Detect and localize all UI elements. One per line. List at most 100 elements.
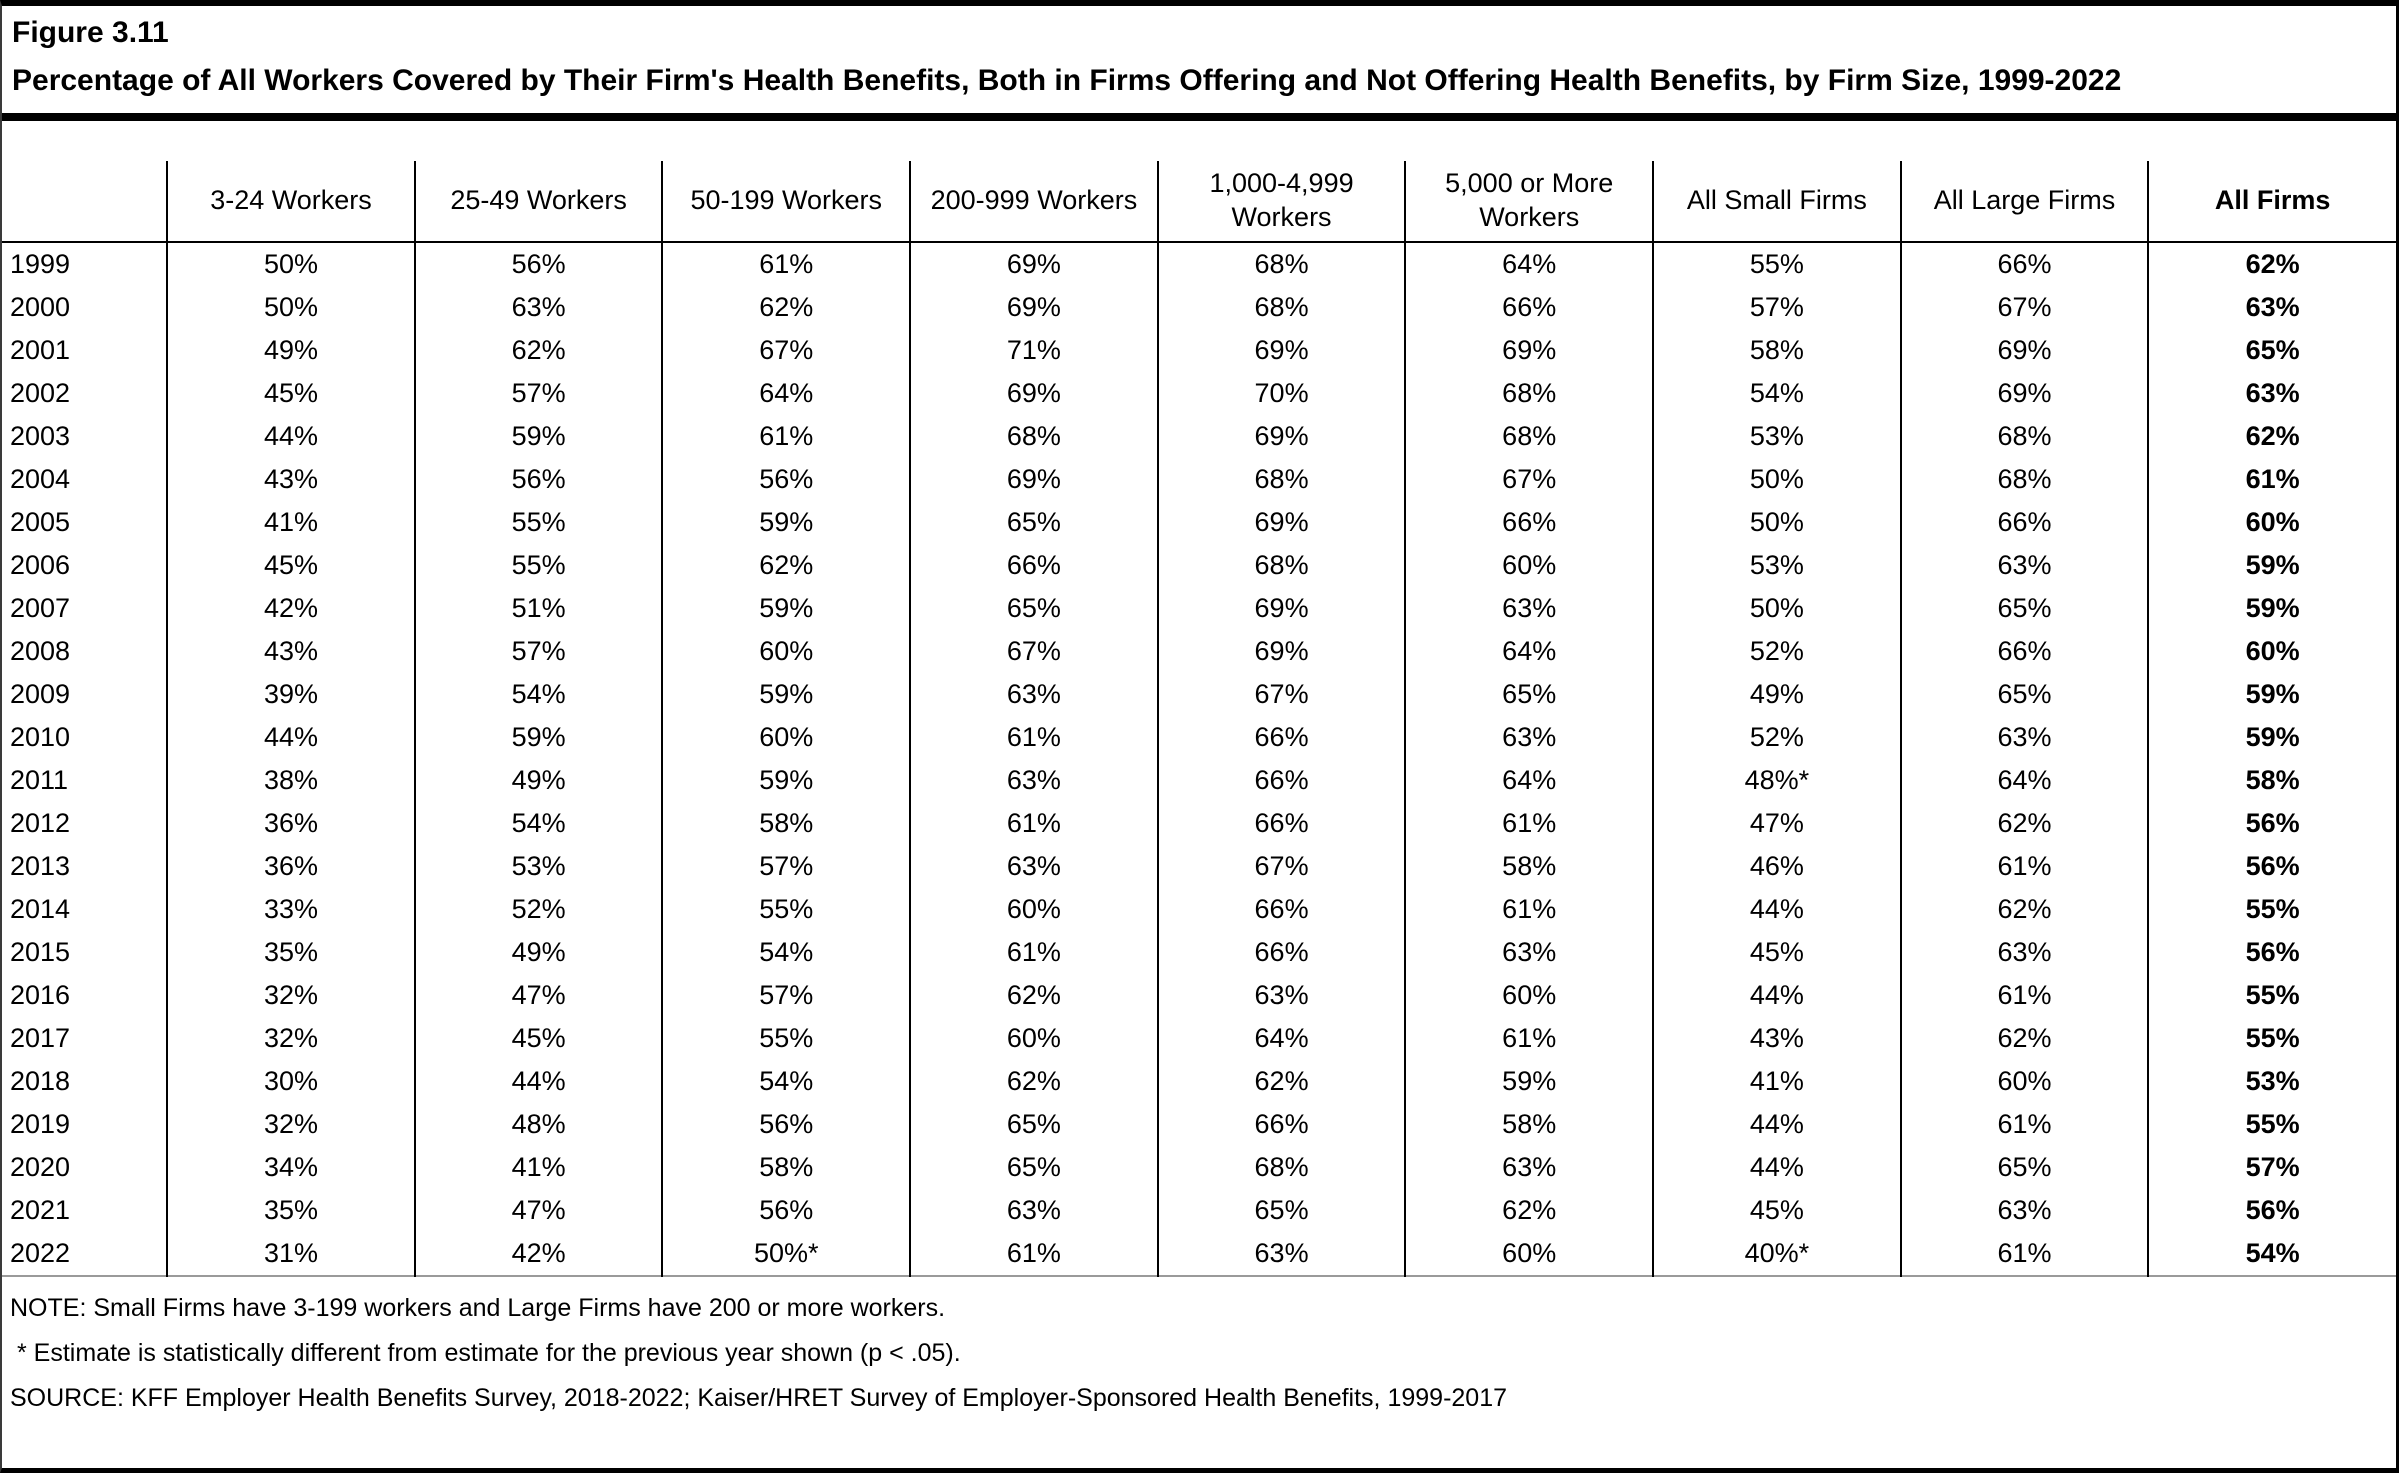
year-cell: 2020 (10, 1151, 71, 1182)
value-cell: 68% (909, 414, 1158, 458)
value-cell: 58% (661, 1145, 911, 1189)
value-cell: 62% (909, 973, 1158, 1017)
value-cell: 35% (166, 930, 415, 974)
value-cell: 49% (1652, 672, 1901, 716)
table-row: 2003 44% 59% 61% 68% 69% 68% 53% 68% 62% (2, 414, 2396, 458)
value-cell: 63% (2147, 285, 2396, 329)
value-cell: 66% (1899, 500, 2149, 544)
table-row: 2006 45% 55% 62% 66% 68% 60% 53% 63% 59% (2, 543, 2396, 587)
year-cell: 2009 (10, 678, 71, 709)
value-cell: 45% (166, 543, 415, 587)
value-cell: 69% (1899, 328, 2149, 372)
value-cell: 65% (909, 1102, 1158, 1146)
value-cell: 44% (166, 414, 415, 458)
value-cell: 64% (661, 371, 911, 415)
value-cell: 56% (2147, 844, 2396, 888)
value-cell: 69% (1404, 328, 1654, 372)
value-cell: 57% (413, 629, 663, 673)
table-row: 2011 38% 49% 59% 63% 66% 64% 48%* 64% 58% (2, 758, 2396, 802)
value-cell: 63% (1899, 930, 2149, 974)
value-cell: 54% (661, 930, 911, 974)
value-cell: 55% (413, 500, 663, 544)
year-cell: 2017 (10, 1022, 71, 1053)
value-cell: 60% (1899, 1059, 2149, 1103)
value-cell: 61% (909, 715, 1158, 759)
value-cell: 64% (1404, 758, 1654, 802)
value-cell: 64% (1156, 1016, 1406, 1060)
value-cell: 52% (1652, 629, 1901, 673)
value-cell: 69% (1156, 328, 1406, 372)
value-cell: 67% (661, 328, 911, 372)
value-cell: 43% (166, 457, 415, 501)
value-cell: 59% (413, 715, 663, 759)
value-cell: 63% (413, 285, 663, 329)
value-cell: 66% (909, 543, 1158, 587)
value-cell: 31% (166, 1231, 415, 1276)
value-cell: 50%* (661, 1231, 911, 1276)
value-cell: 61% (1899, 973, 2149, 1017)
value-cell: 56% (413, 241, 663, 286)
value-cell: 62% (2147, 241, 2396, 286)
column-header: 3-24 Workers (166, 160, 415, 243)
value-cell: 66% (1156, 801, 1406, 845)
value-cell: 69% (1156, 414, 1406, 458)
table-row: 2018 30% 44% 54% 62% 62% 59% 41% 60% 53% (2, 1059, 2396, 1103)
value-cell: 59% (2147, 586, 2396, 630)
value-cell: 53% (2147, 1059, 2396, 1103)
value-cell: 60% (1404, 1231, 1654, 1276)
value-cell: 60% (909, 1016, 1158, 1060)
value-cell: 41% (1652, 1059, 1901, 1103)
table-row: 2002 45% 57% 64% 69% 70% 68% 54% 69% 63% (2, 371, 2396, 415)
value-cell: 62% (1899, 1016, 2149, 1060)
value-cell: 32% (166, 1102, 415, 1146)
value-cell: 55% (2147, 973, 2396, 1017)
value-cell: 58% (1652, 328, 1901, 372)
value-cell: 70% (1156, 371, 1406, 415)
value-cell: 44% (1652, 973, 1901, 1017)
value-cell: 55% (1652, 241, 1901, 286)
value-cell: 44% (166, 715, 415, 759)
column-header: All Small Firms (1652, 160, 1901, 243)
value-cell: 65% (2147, 328, 2396, 372)
value-cell: 63% (1156, 1231, 1406, 1276)
value-cell: 56% (413, 457, 663, 501)
header-row: 3-24 Workers 25-49 Workers 50-199 Workers 2… (2, 160, 2396, 243)
value-cell: 60% (661, 629, 911, 673)
table-row: 2001 49% 62% 67% 71% 69% 69% 58% 69% 65% (2, 328, 2396, 372)
value-cell: 67% (909, 629, 1158, 673)
value-cell: 63% (1404, 1145, 1654, 1189)
column-header: 25-49 Workers (413, 160, 663, 243)
table-row: 2020 34% 41% 58% 65% 68% 63% 44% 65% 57% (2, 1145, 2396, 1189)
value-cell: 58% (2147, 758, 2396, 802)
value-cell: 68% (1156, 285, 1406, 329)
value-cell: 59% (661, 672, 911, 716)
year-cell: 2015 (10, 936, 71, 967)
value-cell: 49% (166, 328, 415, 372)
value-cell: 67% (1899, 285, 2149, 329)
year-cell: 2006 (10, 549, 71, 580)
title-divider (2, 112, 2396, 121)
value-cell: 60% (1404, 543, 1654, 587)
value-cell: 59% (2147, 543, 2396, 587)
value-cell: 65% (1404, 672, 1654, 716)
value-cell: 66% (1156, 758, 1406, 802)
value-cell: 48% (413, 1102, 663, 1146)
value-cell: 58% (661, 801, 911, 845)
value-cell: 52% (413, 887, 663, 931)
value-cell: 51% (413, 586, 663, 630)
table-row: 2015 35% 49% 54% 61% 66% 63% 45% 63% 56% (2, 930, 2396, 974)
value-cell: 46% (1652, 844, 1901, 888)
value-cell: 64% (1404, 629, 1654, 673)
value-cell: 62% (909, 1059, 1158, 1103)
value-cell: 69% (909, 371, 1158, 415)
value-cell: 68% (1404, 371, 1654, 415)
year-column-header (2, 160, 168, 243)
value-cell: 68% (1899, 414, 2149, 458)
year-cell: 2003 (10, 420, 71, 451)
table-row: 2019 32% 48% 56% 65% 66% 58% 44% 61% 55% (2, 1102, 2396, 1146)
value-cell: 57% (661, 844, 911, 888)
value-cell: 61% (1404, 801, 1654, 845)
value-cell: 36% (166, 801, 415, 845)
value-cell: 56% (2147, 1188, 2396, 1232)
table-row: 1999 50% 56% 61% 69% 68% 64% 55% 66% 62% (2, 241, 2396, 286)
